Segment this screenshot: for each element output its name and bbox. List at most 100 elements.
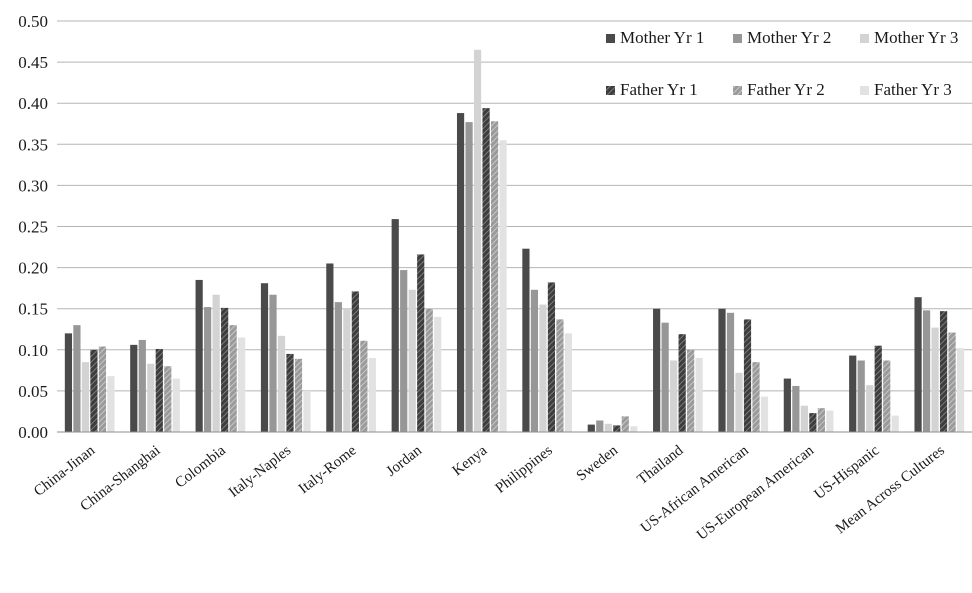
bar <box>465 122 473 432</box>
bar <box>783 378 791 432</box>
bar <box>212 294 220 432</box>
bar <box>195 279 203 432</box>
bar <box>922 310 931 432</box>
bar <box>817 408 825 432</box>
legend-swatch <box>860 34 869 43</box>
bar <box>849 355 857 432</box>
bar <box>286 353 294 432</box>
x-tick-label: China-Jinan <box>31 442 98 500</box>
y-tick-label: 0.50 <box>18 12 48 31</box>
bar <box>743 319 752 432</box>
bar <box>735 372 743 432</box>
bar <box>391 219 399 432</box>
bar <box>621 416 629 432</box>
gridlines <box>57 20 972 392</box>
legend-swatch <box>606 34 615 43</box>
bar <box>726 312 735 432</box>
bar <box>351 291 359 432</box>
bar <box>81 362 90 432</box>
y-tick-label: 0.45 <box>18 53 48 72</box>
y-tick-label: 0.35 <box>18 135 48 154</box>
x-tick-label: US-African American <box>638 442 752 536</box>
x-tick-label: Sweden <box>574 442 622 484</box>
bar <box>587 424 595 432</box>
x-tick-label: Jordan <box>384 442 426 480</box>
bar <box>155 348 163 432</box>
x-tick-label: US-European American <box>694 442 817 543</box>
bar <box>64 333 73 432</box>
x-tick-label: Philippines <box>493 442 556 496</box>
bar <box>866 385 874 432</box>
legend: Mother Yr 1 Mother Yr 2 Mother Yr 3 Father … <box>606 28 958 99</box>
legend-swatch <box>733 34 742 43</box>
bar <box>294 358 303 432</box>
bar <box>360 340 368 432</box>
bar <box>547 282 556 432</box>
legend-label: Father Yr 1 <box>620 80 698 99</box>
bar <box>408 289 416 432</box>
bar <box>417 254 425 432</box>
bar <box>130 344 138 432</box>
bar <box>90 349 98 432</box>
y-tick-label: 0.40 <box>18 94 48 113</box>
bar <box>326 263 334 432</box>
bar <box>760 396 769 432</box>
legend-label: Mother Yr 1 <box>620 28 704 47</box>
legend-swatch <box>733 86 742 95</box>
y-tick-label: 0.30 <box>18 176 48 195</box>
bar <box>147 363 155 432</box>
bar <box>238 337 246 432</box>
bar <box>530 289 539 432</box>
y-tick-label: 0.00 <box>18 423 48 442</box>
bar <box>891 415 899 432</box>
bar <box>334 302 342 432</box>
bar <box>809 413 817 432</box>
legend-label: Father Yr 3 <box>874 80 952 99</box>
legend-label: Mother Yr 3 <box>874 28 958 47</box>
bar <box>956 348 965 432</box>
bar <box>596 420 604 432</box>
bar <box>368 358 376 432</box>
bar <box>800 405 808 432</box>
bar <box>277 335 286 432</box>
y-tick-label: 0.15 <box>18 300 48 319</box>
x-tick-label: Colombia <box>172 442 229 491</box>
bar <box>630 426 638 432</box>
bar <box>499 140 507 432</box>
legend-swatch <box>606 86 615 95</box>
y-tick-label: 0.20 <box>18 259 48 278</box>
bar <box>164 366 172 432</box>
bar <box>939 311 948 432</box>
bar <box>687 349 695 432</box>
bar <box>269 294 277 432</box>
bar <box>221 307 229 432</box>
bar <box>604 423 612 432</box>
bar <box>482 108 490 432</box>
bar <box>556 319 564 432</box>
bar <box>857 360 865 432</box>
legend-swatch <box>860 86 869 95</box>
bar <box>678 334 686 432</box>
bar <box>107 376 115 432</box>
bars <box>64 49 965 433</box>
bar <box>914 297 922 432</box>
bar <box>613 425 621 432</box>
bar <box>752 362 760 432</box>
y-tick-label: 0.10 <box>18 341 48 360</box>
x-tick-label: Mean Across Cultures <box>833 442 948 537</box>
bar <box>564 333 573 432</box>
x-tick-label: Kenya <box>450 442 491 479</box>
bar <box>456 113 465 433</box>
bar <box>343 308 351 432</box>
bar <box>826 410 834 432</box>
legend-label: Father Yr 2 <box>747 80 825 99</box>
bar <box>539 304 547 432</box>
y-tick-label: 0.25 <box>18 218 48 237</box>
bar <box>948 332 956 432</box>
y-tick-label: 0.05 <box>18 382 48 401</box>
bar <box>434 316 442 432</box>
bar <box>661 322 669 432</box>
bar <box>931 327 939 432</box>
